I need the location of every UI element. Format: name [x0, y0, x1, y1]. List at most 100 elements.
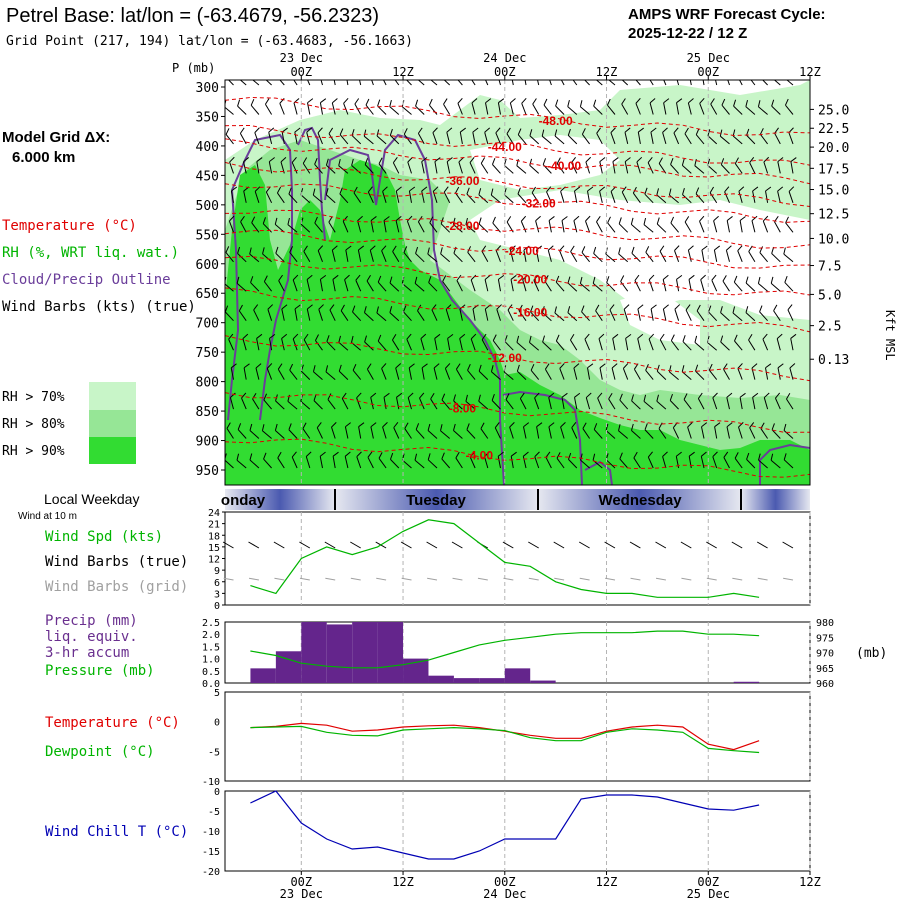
wind-barb [636, 156, 643, 174]
wind-barb-feather [596, 215, 601, 223]
wind-barb-feather [585, 215, 591, 222]
wind-barb [682, 335, 692, 351]
pressure-tick-label: 960 [816, 679, 834, 690]
wind-barb-feather [492, 158, 496, 165]
wind-barb-feather [455, 186, 460, 194]
wind-barb-staff [445, 309, 451, 321]
wind-barb-feather [238, 304, 243, 312]
wind-barb-feather [378, 157, 383, 164]
wind-barb-feather [318, 69, 325, 74]
wind-barb-feather [485, 98, 492, 104]
wind-barb-grid-staff [757, 577, 768, 581]
wind-barb-feather [254, 127, 260, 133]
wind-barb [506, 127, 514, 145]
wind-barb-feather [648, 274, 655, 281]
wind-barb [406, 333, 412, 351]
wind-barb-staff [456, 280, 463, 292]
wind-barb-true [299, 541, 311, 549]
wind-barb [312, 188, 323, 204]
wind-barb [292, 333, 299, 351]
wind-barb-grid-staff [528, 577, 539, 581]
wind-barb-staff [720, 312, 730, 322]
wind-barb [338, 335, 349, 351]
wind-barb-staff [274, 224, 285, 233]
vertical-gridlines-main [300, 80, 810, 485]
height-tick-label: 10.0 [818, 232, 849, 247]
wind-barb-staff [712, 456, 718, 469]
wind-barb [777, 157, 784, 174]
wind-barb [237, 246, 247, 263]
wind-barb-staff [492, 164, 501, 174]
temperature-tick-label: 0 [214, 718, 220, 729]
wind-barb-staff [277, 192, 285, 204]
wind-barb-feather [637, 304, 644, 310]
wind-barb-staff [459, 308, 463, 321]
wind-barb-staff [338, 370, 349, 380]
wind-barb-staff [434, 338, 438, 351]
wind-barb [662, 304, 669, 321]
wind-barb [759, 128, 768, 145]
wind-barb-feather [268, 127, 275, 133]
wind-barb [612, 157, 619, 174]
wind-barb-feather [548, 392, 555, 398]
wind-barb-feather [542, 335, 546, 343]
wind-barb-staff [237, 105, 247, 115]
wind-panel-frame [224, 511, 811, 606]
wind-barb [763, 392, 770, 410]
wind-barb-staff [294, 308, 298, 321]
wind-barb-grid [427, 577, 438, 581]
wind-barb-feather [700, 451, 707, 457]
wind-barb [363, 129, 374, 145]
wind-barb-feather [560, 422, 566, 428]
wind-barb-feather [264, 98, 270, 105]
wind-barb-feather [261, 424, 265, 431]
wind-barb-staff [228, 339, 234, 351]
wind-barb-true [731, 541, 743, 549]
wind-barb-staff [313, 371, 323, 380]
wind-barb-feather [261, 70, 267, 76]
wind-barb [306, 274, 313, 292]
wind-barb-feather [452, 217, 456, 225]
wind-barb [261, 70, 272, 86]
wind-barb-staff [230, 190, 234, 203]
wind-barb-staff [669, 400, 679, 410]
wind-barb [542, 335, 552, 351]
wind-barb-feather [469, 451, 475, 458]
wind-barb [281, 127, 288, 144]
wind-barb-staff [344, 456, 349, 469]
wind-barb-staff [472, 132, 476, 144]
wind-barb-feather [481, 333, 487, 340]
wind-barb [592, 276, 603, 292]
wind-barb-staff [663, 102, 667, 115]
wind-barb-staff [294, 132, 298, 144]
wind-barb-staff [332, 456, 336, 469]
wind-barb [287, 217, 298, 233]
wind-chill-tick-label: -5 [208, 807, 220, 818]
wind-barb-feather [659, 333, 665, 340]
wind-barb [545, 451, 552, 469]
wind-barb-staff [648, 338, 654, 351]
wind-barb [701, 422, 708, 439]
wind-barb-staff [302, 163, 311, 174]
wind-barb [696, 304, 705, 321]
wind-barb [318, 304, 324, 321]
wind-barb-staff [555, 105, 565, 115]
wind-barb [357, 80, 362, 86]
wind-barb-feather [478, 364, 482, 372]
wind-barb-feather [724, 186, 730, 193]
wind-barb-staff [561, 220, 565, 233]
wind-barb-feather [432, 127, 438, 133]
wind-barb-staff [543, 104, 552, 115]
wind-barb-grid [223, 577, 234, 581]
wind-barb-staff [739, 220, 743, 233]
wind-barb-feather [757, 70, 763, 76]
wind-barb-staff [701, 80, 705, 86]
wind-barb [786, 392, 794, 410]
wind-barb-staff [403, 311, 412, 322]
wind-barb-staff [406, 220, 412, 233]
wind-barb-staff [758, 283, 768, 292]
wind-barb [469, 156, 476, 174]
wind-barb-grid-staff [783, 577, 794, 581]
isotherm-label: -36.00 [445, 174, 479, 188]
wind-barb-feather [320, 274, 327, 280]
